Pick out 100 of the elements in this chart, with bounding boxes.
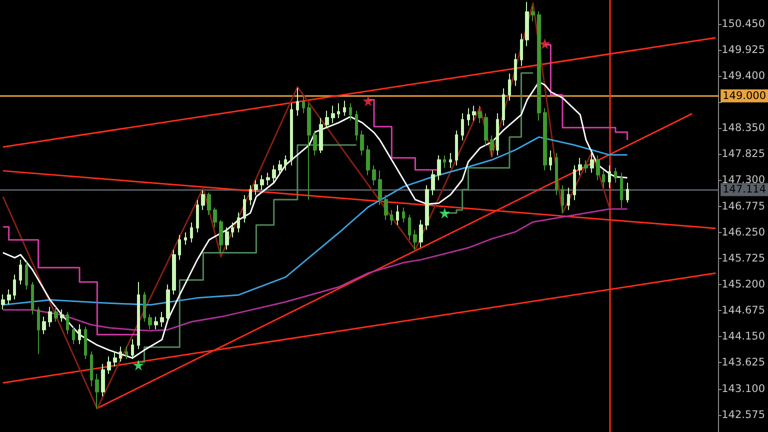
candlestick xyxy=(42,316,46,335)
ref-line-label: 147.114 xyxy=(722,184,766,196)
candlestick xyxy=(7,288,11,305)
candlestick xyxy=(578,157,582,176)
ref-line-label: 149.000 xyxy=(722,90,766,102)
candlestick xyxy=(508,72,511,102)
candlestick xyxy=(13,274,16,300)
candlestick xyxy=(449,152,452,168)
candlestick xyxy=(313,130,317,156)
point xyxy=(132,359,144,370)
candlestick xyxy=(154,316,158,330)
candlestick xyxy=(455,130,458,166)
candlestick xyxy=(431,170,435,196)
candlestick xyxy=(531,6,535,22)
candlestick xyxy=(254,180,258,196)
y-tick-label: 145.200 xyxy=(722,278,765,291)
candlestick xyxy=(413,229,417,250)
y-tick-label: 149.400 xyxy=(722,70,765,82)
candlestick xyxy=(125,346,128,360)
candlestick xyxy=(207,192,211,216)
candlestick xyxy=(37,306,40,355)
candlestick xyxy=(184,232,187,246)
candlestick xyxy=(543,108,547,171)
candlestick xyxy=(620,172,623,209)
candlestick xyxy=(172,249,176,295)
candlestick xyxy=(443,154,446,168)
candlestick xyxy=(237,212,240,233)
candlestick xyxy=(95,373,99,410)
candlestick xyxy=(520,33,523,67)
candlestick xyxy=(231,222,234,238)
candlestick xyxy=(19,259,22,286)
line-series xyxy=(2,2,610,410)
candlestick xyxy=(243,194,246,223)
y-tick-label: 147.825 xyxy=(722,148,765,160)
candlestick xyxy=(349,102,352,122)
candlestick xyxy=(319,118,323,154)
point xyxy=(439,208,450,219)
candlestick xyxy=(201,190,205,211)
candlestick xyxy=(478,105,482,124)
candlestick xyxy=(626,182,629,204)
candlestick xyxy=(113,351,117,367)
candlestick xyxy=(437,154,441,181)
candlestick xyxy=(84,326,87,360)
candlestick xyxy=(66,311,69,335)
y-tick-label: 143.625 xyxy=(722,356,765,369)
candlestick xyxy=(408,214,411,240)
candlestick xyxy=(614,167,617,184)
candlestick xyxy=(160,311,164,328)
candlestick xyxy=(148,314,152,330)
candlestick xyxy=(573,164,576,201)
candlestick xyxy=(131,338,134,360)
candlestick xyxy=(555,152,558,196)
candlestick xyxy=(54,306,58,322)
line-series xyxy=(2,136,628,306)
candlestick xyxy=(225,226,229,250)
line-series xyxy=(2,81,628,359)
candlestick xyxy=(302,95,305,114)
candlestick xyxy=(101,363,105,397)
y-tick-label: 145.725 xyxy=(722,252,765,264)
candlestick xyxy=(343,100,346,116)
candlestick xyxy=(325,110,329,129)
candlestick xyxy=(596,154,600,181)
candlestick xyxy=(296,87,299,116)
candlestick xyxy=(190,222,193,243)
y-tick-label: 144.675 xyxy=(722,304,765,317)
candlestick xyxy=(337,102,340,119)
y-tick-label: 142.575 xyxy=(722,408,765,421)
y-tick-label: 144.150 xyxy=(722,330,765,343)
candlestick xyxy=(584,160,588,174)
candlestick xyxy=(213,207,217,228)
y-tick-label: 148.350 xyxy=(722,122,765,134)
line-series xyxy=(2,208,628,332)
candlestick xyxy=(119,346,122,362)
y-tick-label: 146.775 xyxy=(722,200,765,212)
candlestick xyxy=(366,144,370,176)
candlestick xyxy=(137,282,140,350)
y-tick-label: 146.250 xyxy=(722,226,765,238)
candlestick xyxy=(355,110,358,142)
candlestick xyxy=(549,150,552,171)
candlestick xyxy=(331,105,335,124)
candlestick xyxy=(602,170,605,188)
candlestick xyxy=(467,108,470,126)
candlestick xyxy=(90,351,93,387)
y-tick-label: 149.925 xyxy=(722,44,765,56)
candlestick xyxy=(284,154,287,171)
candlestick xyxy=(384,194,388,220)
candlestick xyxy=(567,187,570,211)
candlestick xyxy=(402,207,405,223)
candlestick xyxy=(378,170,382,206)
candlestick xyxy=(166,284,170,322)
candlestick xyxy=(396,204,399,226)
candlestick xyxy=(360,130,364,156)
candlestick xyxy=(107,356,111,374)
candlestick xyxy=(178,234,181,260)
candlestick xyxy=(278,160,282,176)
candlestick xyxy=(249,184,252,206)
candlestick xyxy=(390,210,393,226)
candlestick xyxy=(196,200,199,233)
candlestick xyxy=(25,262,28,290)
candlestick xyxy=(561,184,564,214)
